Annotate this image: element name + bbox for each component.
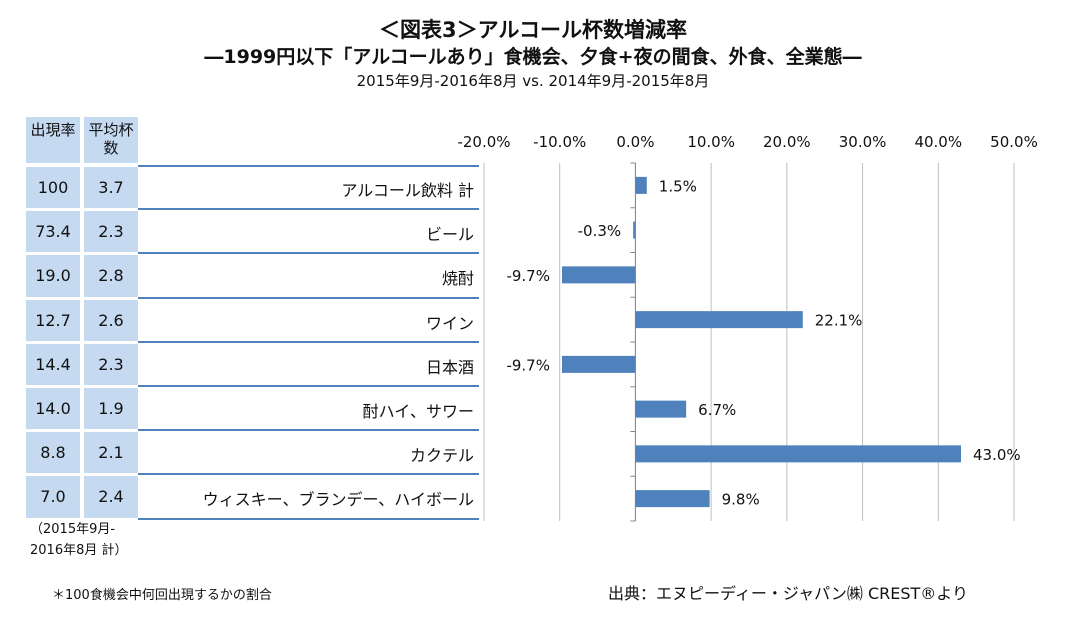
source-note: 出典：エヌピーディー・ジャパン㈱ CREST®より (608, 584, 968, 603)
table-divider (138, 165, 479, 167)
bar (635, 176, 647, 194)
table-divider (138, 208, 479, 211)
bar (561, 355, 636, 373)
category-label: カクテル (409, 446, 474, 466)
tick-label: 30.0% (839, 133, 887, 151)
data-label: 6.7% (698, 401, 736, 419)
category-label: アルコール飲料 計 (341, 181, 474, 200)
header-avg: 平均杯数 (84, 117, 138, 163)
footnote-period-line1: （2015年9月- (30, 522, 116, 537)
table-divider (138, 296, 479, 299)
rate-cell: 12.7 (26, 299, 80, 341)
avg-cell: 2.1 (84, 432, 138, 474)
footnote-period-line2: 2016年8月 計） (30, 543, 128, 558)
bar (635, 490, 710, 508)
bar (561, 266, 636, 284)
table-divider (138, 517, 479, 520)
data-label: 22.1% (815, 312, 863, 330)
tick-label: 0.0% (616, 133, 654, 151)
table-divider (138, 473, 479, 476)
tick-label: -20.0% (457, 133, 510, 151)
category-label: ビール (425, 225, 474, 245)
tick-label: -10.0% (533, 133, 586, 151)
data-label: 1.5% (659, 177, 697, 195)
chart-period: 2015年9月-2016年8月 vs. 2014年9月-2015年8月 (356, 72, 710, 90)
category-label: 焼酎 (441, 269, 474, 289)
table-divider (138, 340, 479, 343)
tick-label: 10.0% (687, 133, 735, 151)
data-label: 43.0% (973, 446, 1021, 464)
table-divider (138, 429, 479, 432)
data-label: -9.7% (506, 356, 550, 374)
avg-cell: 2.6 (84, 299, 138, 341)
bar (635, 400, 687, 418)
rate-cell: 100 (26, 167, 80, 209)
avg-cell: 1.9 (84, 388, 138, 430)
rate-cell: 14.0 (26, 388, 80, 430)
table-divider (138, 385, 479, 387)
avg-cell: 2.3 (84, 343, 138, 385)
avg-cell: 3.7 (84, 167, 138, 209)
rate-cell: 19.0 (26, 255, 80, 297)
data-label: -9.7% (506, 267, 550, 285)
bar (635, 445, 961, 463)
tick-label: 20.0% (763, 133, 811, 151)
table-divider (138, 252, 479, 255)
category-label: 酎ハイ、サワー (362, 402, 474, 421)
chart-title: ＜図表3＞アルコール杯数増減率 (379, 18, 687, 42)
avg-cell: 2.4 (84, 476, 138, 518)
rate-cell: 8.8 (26, 432, 80, 474)
category-label: ウィスキー、ブランデー、ハイボール (202, 490, 474, 510)
bar (635, 311, 803, 329)
rate-cell: 73.4 (26, 211, 80, 253)
footnote-rate: ＊100食機会中何回出現するかの割合 (52, 588, 272, 603)
data-label: -0.3% (578, 222, 622, 240)
header-rate: 出現率 (26, 117, 80, 163)
avg-cell: 2.3 (84, 211, 138, 253)
data-label: 9.8% (722, 491, 760, 509)
chart-subtitle: ―1999円以下「アルコールあり」食機会、夕食+夜の間食、外食、全業態― (204, 46, 862, 68)
tick-label: 40.0% (914, 133, 962, 151)
category-label: ワイン (425, 313, 474, 333)
rate-cell: 7.0 (26, 476, 80, 518)
tick-label: 50.0% (990, 133, 1038, 151)
category-label: 日本酒 (425, 357, 474, 377)
avg-cell: 2.8 (84, 255, 138, 297)
bar (633, 221, 636, 239)
rate-cell: 14.4 (26, 343, 80, 385)
